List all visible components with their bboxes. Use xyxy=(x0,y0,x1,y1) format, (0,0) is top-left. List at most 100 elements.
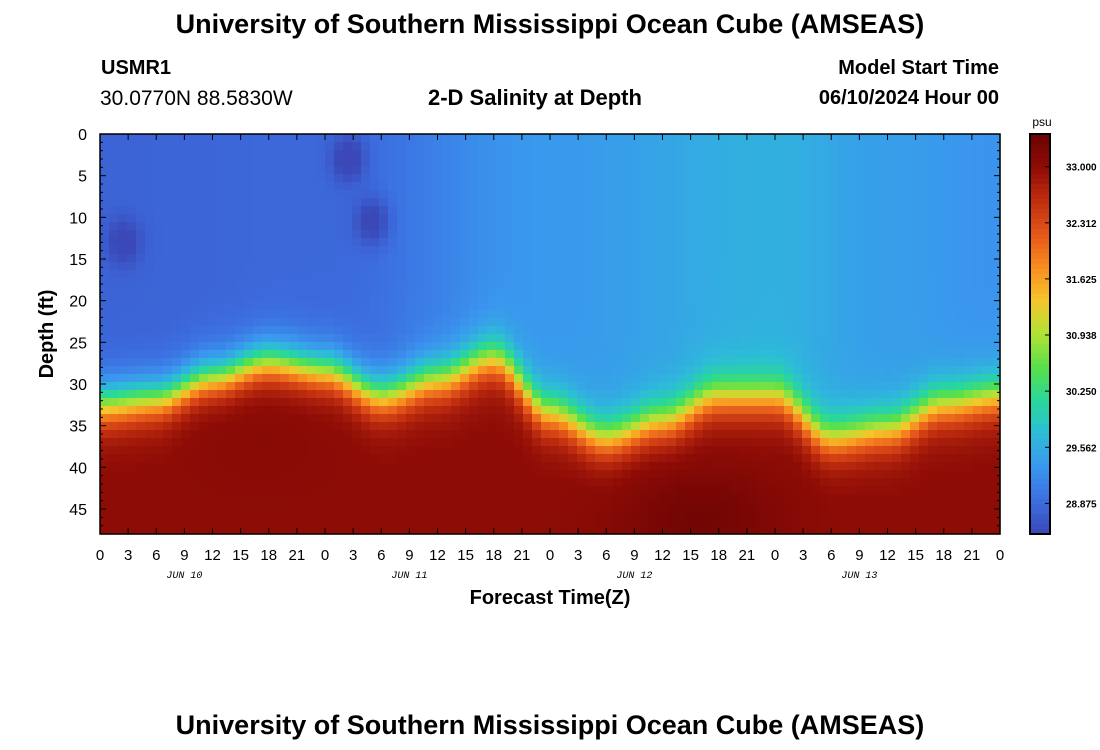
heat-cell xyxy=(847,158,857,167)
heat-cell xyxy=(100,286,110,295)
heat-cell xyxy=(424,302,434,311)
heat-cell xyxy=(712,278,722,287)
heat-cell xyxy=(685,150,695,159)
heat-cell xyxy=(910,326,920,335)
heat-cell xyxy=(649,254,659,263)
heat-cell xyxy=(172,198,182,207)
heat-cell xyxy=(937,230,947,239)
heat-cell xyxy=(361,326,371,335)
heat-cell xyxy=(424,518,434,527)
heat-cell xyxy=(163,246,173,255)
heat-cell xyxy=(937,318,947,327)
heat-cell xyxy=(910,254,920,263)
heat-cell xyxy=(163,286,173,295)
heat-cell xyxy=(721,222,731,231)
heat-cell xyxy=(748,278,758,287)
heat-cell xyxy=(145,454,155,463)
heat-cell xyxy=(658,222,668,231)
heat-cell xyxy=(226,238,236,247)
heat-cell xyxy=(649,502,659,511)
heat-cell xyxy=(739,182,749,191)
heat-cell xyxy=(271,262,281,271)
heat-cell xyxy=(496,422,506,431)
heat-cell xyxy=(856,494,866,503)
heat-cell xyxy=(901,142,911,151)
heat-cell xyxy=(226,510,236,519)
heat-cell xyxy=(649,326,659,335)
heat-cell xyxy=(478,382,488,391)
heat-cell xyxy=(694,438,704,447)
heat-cell xyxy=(388,398,398,407)
heat-cell xyxy=(793,382,803,391)
heat-cell xyxy=(577,254,587,263)
heat-cell xyxy=(820,142,830,151)
heat-cell xyxy=(208,198,218,207)
heat-cell xyxy=(928,206,938,215)
heat-cell xyxy=(361,406,371,415)
heat-cell xyxy=(748,510,758,519)
heat-cell xyxy=(640,206,650,215)
heat-cell xyxy=(298,326,308,335)
heat-cell xyxy=(901,238,911,247)
heat-cell xyxy=(982,246,992,255)
heat-cell xyxy=(280,246,290,255)
heat-cell xyxy=(928,502,938,511)
heat-cell xyxy=(757,446,767,455)
heat-cell xyxy=(460,190,470,199)
heat-cell xyxy=(811,382,821,391)
heat-cell xyxy=(721,246,731,255)
heat-cell xyxy=(154,150,164,159)
heat-cell xyxy=(613,214,623,223)
heat-cell xyxy=(343,158,353,167)
heat-cell xyxy=(802,366,812,375)
heat-cell xyxy=(370,254,380,263)
heat-cell xyxy=(415,494,425,503)
heat-cell xyxy=(829,254,839,263)
heat-cell xyxy=(235,510,245,519)
heat-cell xyxy=(775,222,785,231)
heat-cell xyxy=(595,254,605,263)
heat-cell xyxy=(316,526,326,535)
heat-cell xyxy=(937,238,947,247)
heat-cell xyxy=(784,318,794,327)
heat-cell xyxy=(559,334,569,343)
heat-cell xyxy=(217,150,227,159)
heat-cell xyxy=(901,206,911,215)
heat-cell xyxy=(559,406,569,415)
heat-cell xyxy=(982,150,992,159)
heat-cell xyxy=(676,462,686,471)
heat-cell xyxy=(127,446,137,455)
heat-cell xyxy=(226,366,236,375)
heat-cell xyxy=(109,198,119,207)
heat-cell xyxy=(442,462,452,471)
heat-cell xyxy=(307,518,317,527)
heat-cell xyxy=(307,214,317,223)
heat-cell xyxy=(388,358,398,367)
heat-cell xyxy=(136,302,146,311)
heat-cell xyxy=(352,254,362,263)
heat-cell xyxy=(109,278,119,287)
heat-cell xyxy=(136,310,146,319)
heat-cell xyxy=(811,270,821,279)
heat-cell xyxy=(217,198,227,207)
heat-cell xyxy=(883,518,893,527)
heat-cell xyxy=(667,174,677,183)
heat-cell xyxy=(811,166,821,175)
heat-cell xyxy=(199,422,209,431)
heat-cell xyxy=(379,262,389,271)
heat-cell xyxy=(874,366,884,375)
heat-cell xyxy=(280,350,290,359)
heat-cell xyxy=(361,286,371,295)
heat-cell xyxy=(433,246,443,255)
heat-cell xyxy=(973,230,983,239)
heat-cell xyxy=(811,214,821,223)
heat-cell xyxy=(838,518,848,527)
heat-cell xyxy=(730,190,740,199)
heat-cell xyxy=(253,478,263,487)
heat-cell xyxy=(289,478,299,487)
heat-cell xyxy=(802,342,812,351)
heat-cell xyxy=(280,270,290,279)
heat-cell xyxy=(622,142,632,151)
heat-cell xyxy=(757,350,767,359)
heat-cell xyxy=(496,214,506,223)
